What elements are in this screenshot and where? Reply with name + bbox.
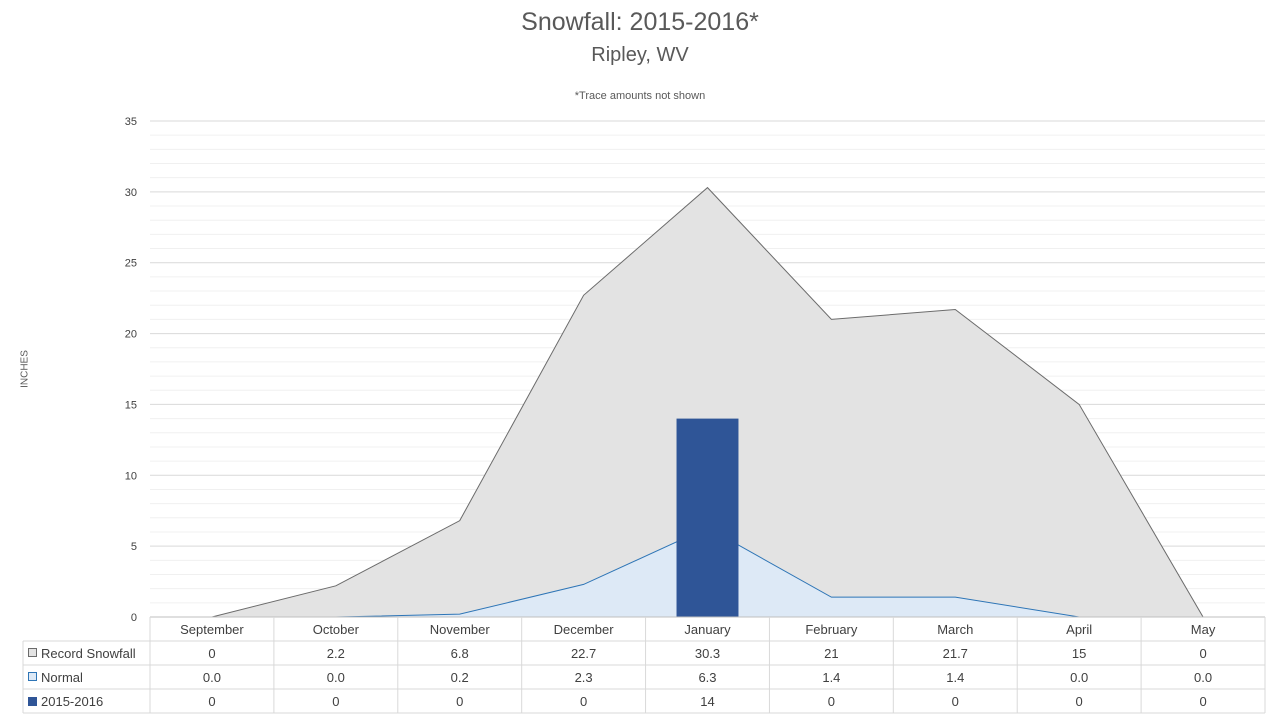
table-cell-normal: 0.2: [451, 670, 469, 685]
table-cell-2015-2016: 0: [456, 694, 463, 709]
table-cell-2015-2016: 0: [580, 694, 587, 709]
table-cell-2015-2016: 0: [332, 694, 339, 709]
legend-key-record-snowfall: [28, 648, 37, 657]
x-tick-label: November: [430, 622, 491, 637]
table-cell-normal: 0.0: [1070, 670, 1088, 685]
y-tick-label: 0: [131, 612, 137, 624]
table-cell-normal: 1.4: [946, 670, 964, 685]
table-cell-normal: 0.0: [203, 670, 221, 685]
table-cell-record-snowfall: 0: [1199, 646, 1206, 661]
table-cell-record-snowfall: 30.3: [695, 646, 720, 661]
table-cell-2015-2016: 0: [952, 694, 959, 709]
table-cell-2015-2016: 0: [208, 694, 215, 709]
legend-label-2015-2016: 2015-2016: [41, 694, 103, 709]
y-tick-label: 10: [125, 470, 137, 482]
legend-label-normal: Normal: [41, 670, 83, 685]
x-tick-label: October: [313, 622, 360, 637]
x-tick-label: April: [1066, 622, 1092, 637]
table-cell-record-snowfall: 22.7: [571, 646, 596, 661]
table-cell-record-snowfall: 0: [208, 646, 215, 661]
table-cell-normal: 0.0: [1194, 670, 1212, 685]
table-cell-record-snowfall: 21.7: [943, 646, 968, 661]
x-tick-label: March: [937, 622, 973, 637]
y-tick-label: 30: [125, 187, 137, 199]
area-record-snowfall: [211, 187, 1204, 617]
table-cell-record-snowfall: 2.2: [327, 646, 345, 661]
area-line-record-snowfall: [211, 186, 1204, 618]
y-tick-label: 5: [131, 541, 137, 553]
table-cell-normal: 0.0: [327, 670, 345, 685]
table-cell-2015-2016: 0: [828, 694, 835, 709]
table-cell-2015-2016: 0: [1076, 694, 1083, 709]
table-cell-normal: 2.3: [575, 670, 593, 685]
legend-key-2015-2016: [28, 697, 37, 706]
legend-label-record-snowfall: Record Snowfall: [41, 646, 136, 661]
table-cell-record-snowfall: 6.8: [451, 646, 469, 661]
x-tick-label: May: [1191, 622, 1216, 637]
y-tick-label: 15: [125, 399, 137, 411]
y-tick-label: 35: [125, 116, 137, 128]
table-cell-2015-2016: 14: [700, 694, 714, 709]
y-tick-label: 25: [125, 258, 137, 270]
x-tick-label: December: [554, 622, 615, 637]
table-cell-2015-2016: 0: [1199, 694, 1206, 709]
chart-subtitle: Ripley, WV: [591, 44, 689, 66]
x-tick-label: September: [180, 622, 244, 637]
table-cell-normal: 6.3: [698, 670, 716, 685]
y-tick-label: 20: [125, 329, 137, 341]
legend-key-normal: [28, 672, 37, 681]
x-tick-label: January: [684, 622, 731, 637]
chart-title: Snowfall: 2015-2016*: [521, 8, 759, 36]
x-tick-label: February: [805, 622, 858, 637]
table-cell-record-snowfall: 15: [1072, 646, 1086, 661]
chart-note: *Trace amounts not shown: [574, 90, 706, 102]
table-cell-normal: 1.4: [822, 670, 840, 685]
table-cell-record-snowfall: 21: [824, 646, 838, 661]
bar-january: [676, 418, 739, 617]
